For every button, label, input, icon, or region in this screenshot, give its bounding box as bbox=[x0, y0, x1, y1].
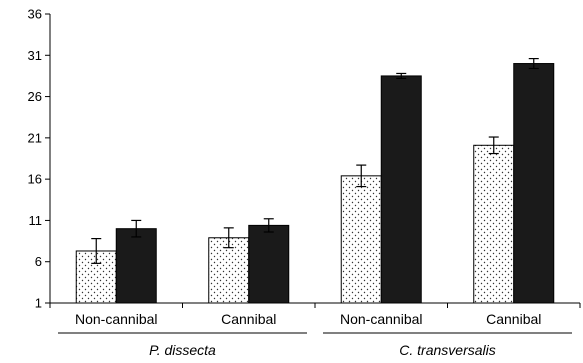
x-category-label: Non-cannibal bbox=[75, 311, 158, 327]
bar-dotted bbox=[473, 144, 515, 304]
bars bbox=[75, 57, 555, 304]
bar-solid bbox=[513, 63, 555, 304]
y-tick-label: 11 bbox=[29, 213, 43, 228]
y-tick-label: 26 bbox=[28, 89, 42, 104]
group-label: P. dissecta bbox=[149, 342, 216, 358]
x-category-label: Cannibal bbox=[221, 311, 276, 327]
bar-solid bbox=[380, 75, 422, 304]
x-category-label: Cannibal bbox=[486, 311, 541, 327]
bar-solid bbox=[115, 228, 157, 304]
y-tick-label: 1 bbox=[35, 296, 42, 311]
y-tick-label: 16 bbox=[28, 172, 42, 187]
group-label: C. transversalis bbox=[399, 342, 495, 358]
y-tick-label: 6 bbox=[35, 254, 42, 269]
x-category-label: Non-cannibal bbox=[340, 311, 423, 327]
y-tick-label: 31 bbox=[28, 48, 42, 63]
bar-solid bbox=[248, 224, 290, 304]
y-tick-label: 21 bbox=[28, 130, 42, 145]
bar-dotted bbox=[340, 175, 382, 304]
labels: Non-cannibal Cannibal Non-cannibal Cannibal… bbox=[58, 311, 572, 358]
bar-dotted bbox=[208, 237, 250, 304]
y-tick-label: 36 bbox=[28, 7, 42, 22]
